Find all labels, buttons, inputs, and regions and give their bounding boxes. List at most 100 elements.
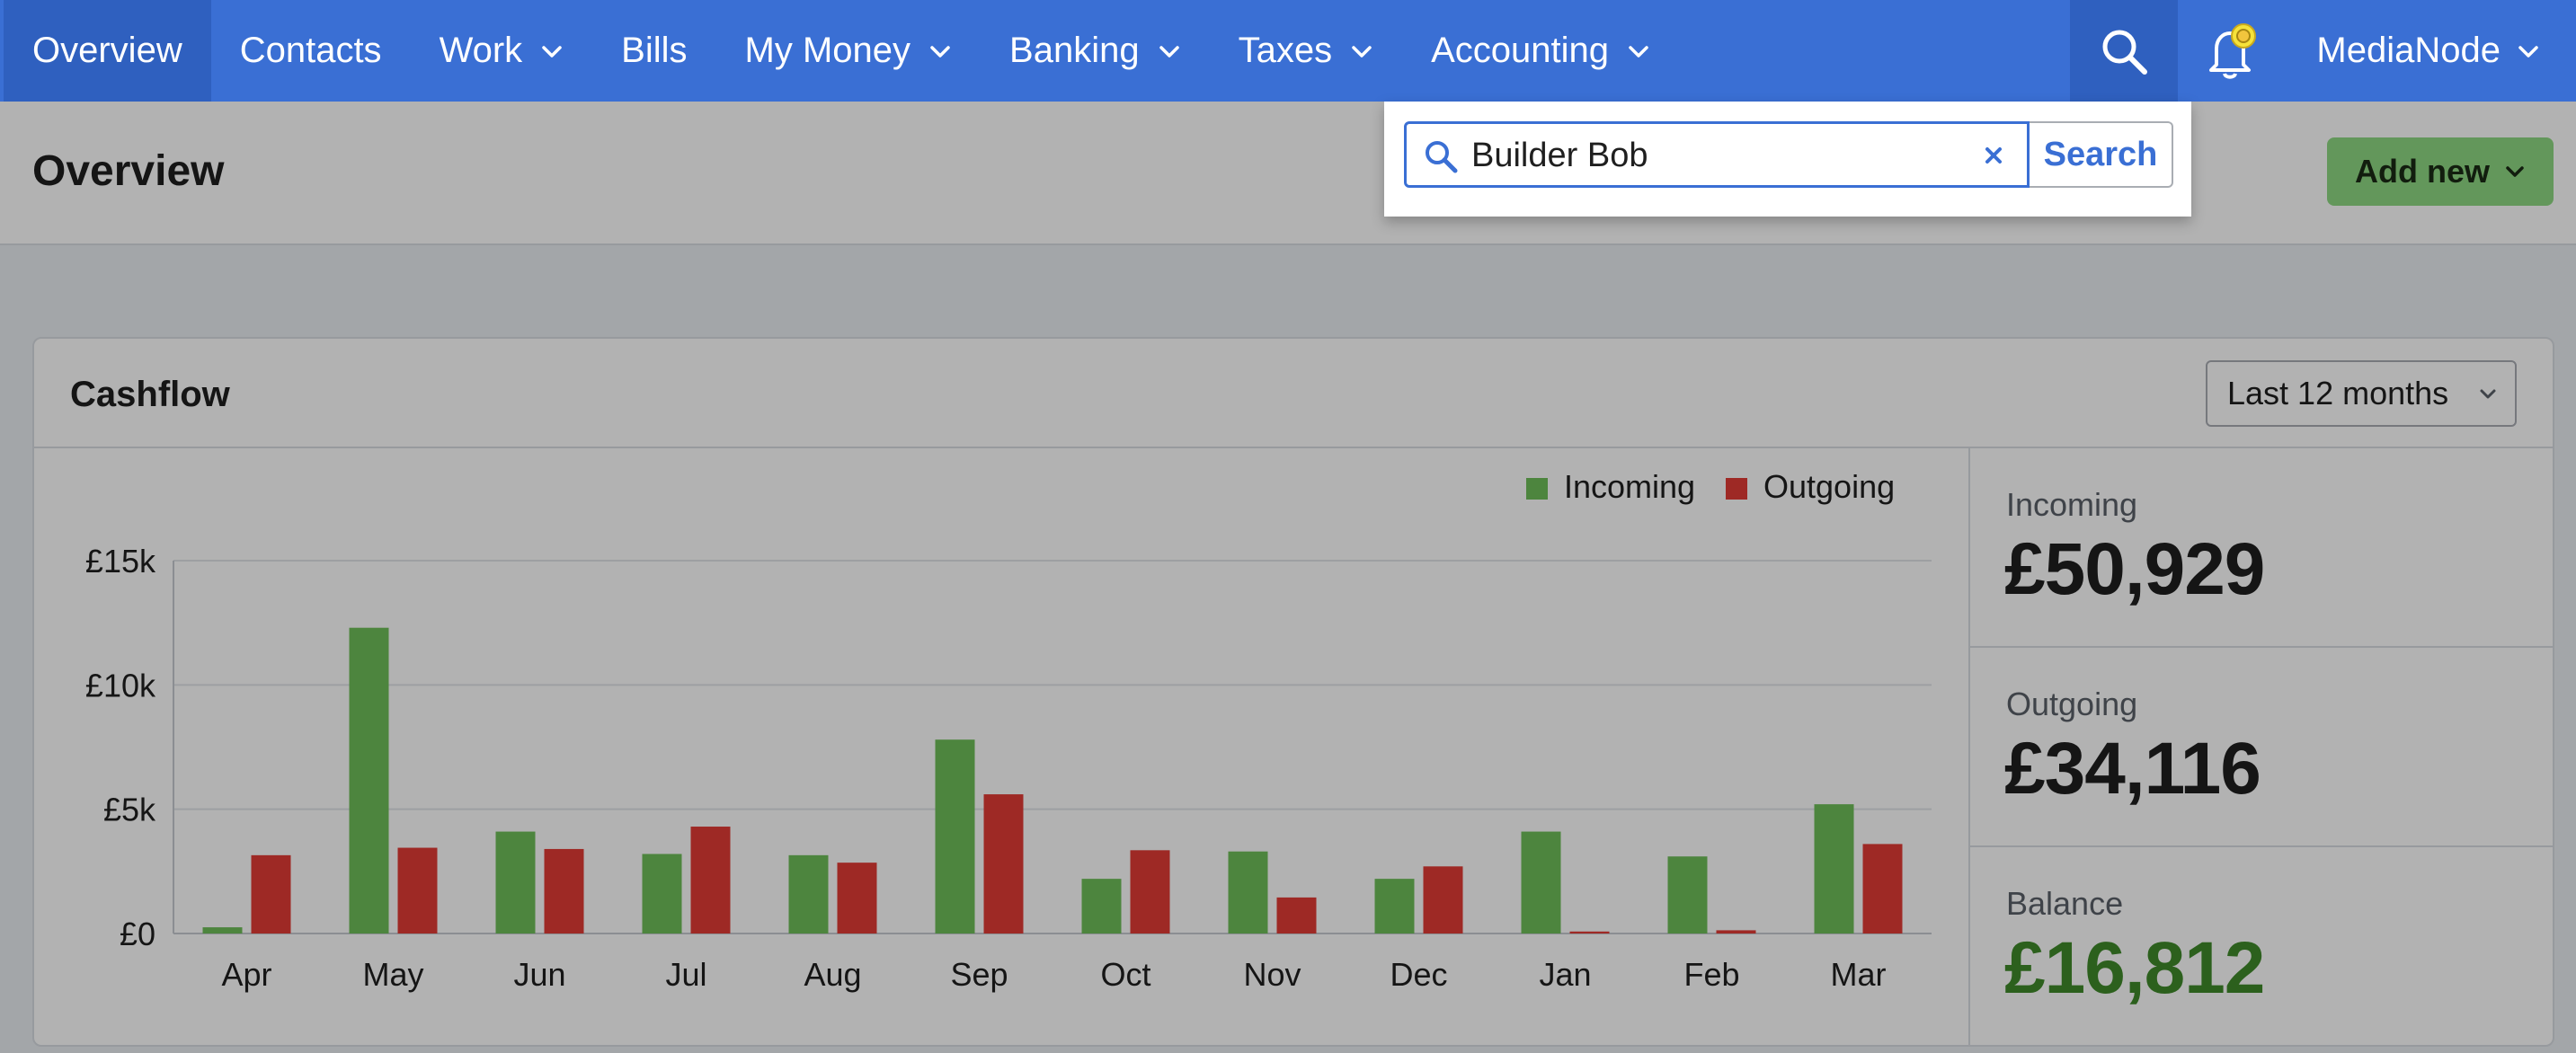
x-tick-label: Jul — [665, 956, 706, 993]
chevron-down-icon — [2518, 45, 2538, 58]
nav-item-label: My Money — [744, 31, 911, 70]
bar-incoming-feb — [1667, 856, 1708, 934]
bar-incoming-aug — [788, 854, 829, 934]
nav-item-label: Work — [439, 31, 523, 70]
nav-item-bills[interactable]: Bills — [592, 0, 715, 102]
x-tick-label: Jan — [1539, 956, 1591, 993]
nav-item-taxes[interactable]: Taxes — [1210, 0, 1403, 102]
notification-bell-icon — [2209, 22, 2257, 79]
nav-item-label: Banking — [1009, 31, 1140, 70]
top-navigation: Overview Contacts Work Bills My Money Banking… — [0, 0, 2576, 102]
bar-outgoing-aug — [837, 863, 877, 934]
user-name: MediaNode — [2316, 31, 2500, 70]
search-submit-button[interactable]: Search — [2030, 121, 2173, 188]
y-tick-label: £10k — [85, 667, 156, 703]
legend-swatch-outgoing — [1726, 478, 1747, 500]
x-tick-label: Sep — [950, 956, 1008, 993]
outgoing-total-value: £34,116 — [2004, 728, 2261, 810]
close-icon[interactable] — [1978, 140, 2009, 171]
bar-incoming-may — [349, 627, 389, 934]
search-field — [1404, 121, 2030, 188]
chevron-down-icon — [2480, 389, 2496, 399]
bar-incoming-jun — [495, 831, 536, 934]
bar-incoming-sep — [935, 739, 975, 934]
nav-item-label: Taxes — [1238, 31, 1333, 70]
nav-item-label: Bills — [621, 31, 688, 70]
x-tick-label: Mar — [1831, 956, 1887, 993]
bar-incoming-nov — [1228, 851, 1268, 934]
bar-incoming-mar — [1814, 804, 1854, 934]
modal-overlay[interactable] — [0, 102, 2576, 1053]
notifications-button[interactable] — [2178, 0, 2286, 102]
chevron-down-icon — [1352, 45, 1372, 58]
period-select[interactable]: Last 12 months — [2206, 360, 2517, 427]
nav-right-group: MediaNode — [2070, 0, 2576, 102]
bar-outgoing-jan — [1569, 931, 1610, 934]
legend-label-incoming: Incoming — [1564, 468, 1695, 505]
cashflow-bar-chart: £0 £5k £10k £15k Apr May Jun Jul Aug Sep Oct Nov Dec… — [85, 468, 1932, 993]
y-tick-label: £5k — [103, 792, 156, 828]
balance-total-value: £16,812 — [2004, 927, 2265, 1009]
x-tick-label: Dec — [1390, 956, 1447, 993]
bar-outgoing-oct — [1130, 850, 1170, 934]
nav-item-overview[interactable]: Overview — [4, 0, 211, 102]
user-menu[interactable]: MediaNode — [2286, 0, 2576, 102]
cashflow-card: Cashflow Last 12 months £0 £5k £10k £15k Apr… — [32, 337, 2554, 1047]
bar-outgoing-jun — [544, 848, 584, 934]
y-tick-label: £0 — [120, 916, 155, 952]
chevron-down-icon — [542, 45, 562, 58]
bar-incoming-oct — [1081, 879, 1122, 934]
chevron-down-icon — [1159, 45, 1179, 58]
nav-item-work[interactable]: Work — [411, 0, 593, 102]
chevron-down-icon — [930, 45, 950, 58]
bar-incoming-apr — [202, 927, 243, 934]
cashflow-card-header: Cashflow Last 12 months — [34, 339, 2553, 448]
incoming-total: Incoming £50,929 — [1970, 448, 2554, 648]
bar-outgoing-nov — [1276, 897, 1317, 934]
nav-item-contacts[interactable]: Contacts — [211, 0, 411, 102]
outgoing-total: Outgoing £34,116 — [1970, 648, 2554, 847]
x-tick-label: Apr — [221, 956, 271, 993]
chevron-down-icon — [2506, 166, 2524, 177]
bar-outgoing-sep — [983, 794, 1024, 934]
x-tick-label: Aug — [804, 956, 861, 993]
nav-item-accounting[interactable]: Accounting — [1402, 0, 1679, 102]
bar-incoming-jul — [642, 854, 682, 934]
bar-incoming-dec — [1374, 879, 1415, 934]
bar-outgoing-mar — [1862, 844, 1903, 934]
add-new-label: Add new — [2355, 153, 2490, 190]
nav-item-label: Accounting — [1431, 31, 1609, 70]
nav-menu: Overview Contacts Work Bills My Money Banking… — [0, 0, 1679, 102]
bar-outgoing-apr — [251, 854, 291, 934]
cashflow-totals: Incoming £50,929 Outgoing £34,116 Balanc… — [1968, 448, 2554, 1047]
nav-item-label: Overview — [32, 31, 182, 70]
search-input[interactable] — [1471, 133, 1975, 178]
cashflow-chart: £0 £5k £10k £15k Apr May Jun Jul Aug Sep Oct Nov Dec… — [34, 448, 1968, 1047]
nav-search-button[interactable] — [2070, 0, 2179, 102]
x-tick-label: May — [362, 956, 423, 993]
bar-outgoing-feb — [1716, 930, 1756, 934]
y-tick-label: £15k — [85, 543, 156, 580]
period-select-value: Last 12 months — [2227, 375, 2449, 411]
bar-outgoing-may — [397, 847, 438, 934]
bar-outgoing-dec — [1423, 866, 1463, 934]
nav-item-label: Contacts — [239, 31, 382, 70]
legend-label-outgoing: Outgoing — [1763, 468, 1895, 505]
search-icon — [2102, 30, 2148, 75]
balance-total: Balance £16,812 — [1970, 847, 2554, 1047]
search-icon — [1426, 141, 1458, 173]
nav-item-banking[interactable]: Banking — [981, 0, 1210, 102]
cashflow-title: Cashflow — [70, 375, 230, 414]
incoming-total-label: Incoming — [2006, 486, 2138, 523]
chevron-down-icon — [1629, 45, 1648, 58]
bar-incoming-jan — [1521, 831, 1561, 934]
page-title: Overview — [32, 147, 225, 195]
incoming-total-value: £50,929 — [2004, 528, 2265, 610]
x-tick-label: Feb — [1683, 956, 1739, 993]
outgoing-total-label: Outgoing — [2006, 686, 2138, 722]
nav-item-my-money[interactable]: My Money — [716, 0, 982, 102]
legend-swatch-incoming — [1526, 478, 1548, 500]
bar-outgoing-jul — [690, 827, 731, 934]
add-new-button[interactable]: Add new — [2327, 137, 2554, 206]
x-tick-label: Oct — [1100, 956, 1150, 993]
